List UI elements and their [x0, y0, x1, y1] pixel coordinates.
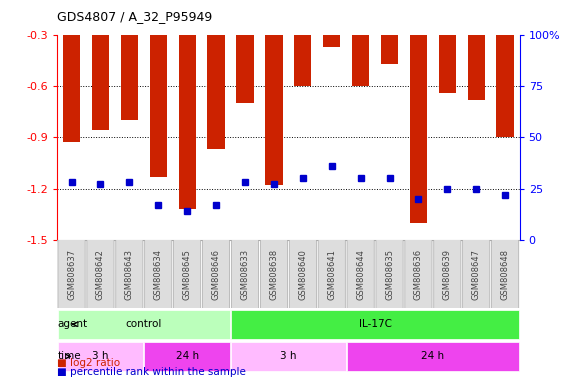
FancyBboxPatch shape	[174, 238, 201, 310]
Text: GSM808644: GSM808644	[356, 249, 365, 300]
FancyBboxPatch shape	[231, 238, 259, 310]
Text: IL-17C: IL-17C	[359, 319, 392, 329]
FancyBboxPatch shape	[347, 342, 519, 371]
Text: GSM808638: GSM808638	[270, 248, 279, 300]
FancyBboxPatch shape	[260, 238, 287, 310]
FancyBboxPatch shape	[492, 238, 518, 310]
Bar	[207, 35, 225, 149]
FancyBboxPatch shape	[203, 238, 230, 310]
FancyBboxPatch shape	[376, 238, 403, 310]
Bar	[381, 35, 398, 64]
Text: GSM808647: GSM808647	[472, 248, 481, 300]
FancyBboxPatch shape	[58, 238, 85, 310]
Bar	[497, 35, 514, 137]
Text: GSM808636: GSM808636	[414, 248, 423, 300]
Bar	[410, 35, 427, 223]
FancyBboxPatch shape	[289, 238, 316, 310]
FancyBboxPatch shape	[87, 238, 114, 310]
Text: GSM808634: GSM808634	[154, 248, 163, 300]
FancyBboxPatch shape	[144, 238, 172, 310]
Text: GSM808633: GSM808633	[240, 248, 250, 300]
FancyBboxPatch shape	[318, 238, 345, 310]
Text: GSM808637: GSM808637	[67, 248, 76, 300]
FancyBboxPatch shape	[231, 342, 345, 371]
Bar	[352, 35, 369, 86]
FancyBboxPatch shape	[116, 238, 143, 310]
FancyBboxPatch shape	[58, 310, 230, 339]
Text: ■ log2 ratio: ■ log2 ratio	[57, 358, 120, 368]
FancyBboxPatch shape	[405, 238, 432, 310]
Text: agent: agent	[58, 319, 88, 329]
Text: GSM808646: GSM808646	[212, 248, 220, 300]
Text: GSM808635: GSM808635	[385, 248, 394, 300]
Text: GSM808640: GSM808640	[298, 249, 307, 300]
Text: GSM808642: GSM808642	[96, 249, 105, 300]
FancyBboxPatch shape	[434, 238, 461, 310]
Bar	[266, 35, 283, 185]
Text: 24 h: 24 h	[176, 351, 199, 361]
Bar	[179, 35, 196, 209]
Text: 24 h: 24 h	[421, 351, 444, 361]
Text: ■ percentile rank within the sample: ■ percentile rank within the sample	[57, 367, 246, 377]
Text: GSM808643: GSM808643	[125, 248, 134, 300]
Bar	[468, 35, 485, 99]
Bar	[120, 35, 138, 120]
Text: 3 h: 3 h	[92, 351, 108, 361]
Bar	[294, 35, 312, 86]
Bar	[439, 35, 456, 93]
Bar	[323, 35, 340, 46]
Text: GSM808645: GSM808645	[183, 249, 192, 300]
Text: time: time	[58, 351, 81, 361]
FancyBboxPatch shape	[58, 342, 143, 371]
Text: GSM808641: GSM808641	[327, 249, 336, 300]
Text: GSM808648: GSM808648	[501, 248, 510, 300]
Bar	[150, 35, 167, 177]
Bar	[63, 35, 80, 142]
FancyBboxPatch shape	[231, 310, 519, 339]
FancyBboxPatch shape	[144, 342, 230, 371]
FancyBboxPatch shape	[347, 238, 374, 310]
Text: GDS4807 / A_32_P95949: GDS4807 / A_32_P95949	[57, 10, 212, 23]
FancyBboxPatch shape	[463, 238, 490, 310]
Text: 3 h: 3 h	[280, 351, 296, 361]
Text: control: control	[126, 319, 162, 329]
Text: GSM808639: GSM808639	[443, 248, 452, 300]
Bar	[236, 35, 254, 103]
Bar	[92, 35, 109, 131]
